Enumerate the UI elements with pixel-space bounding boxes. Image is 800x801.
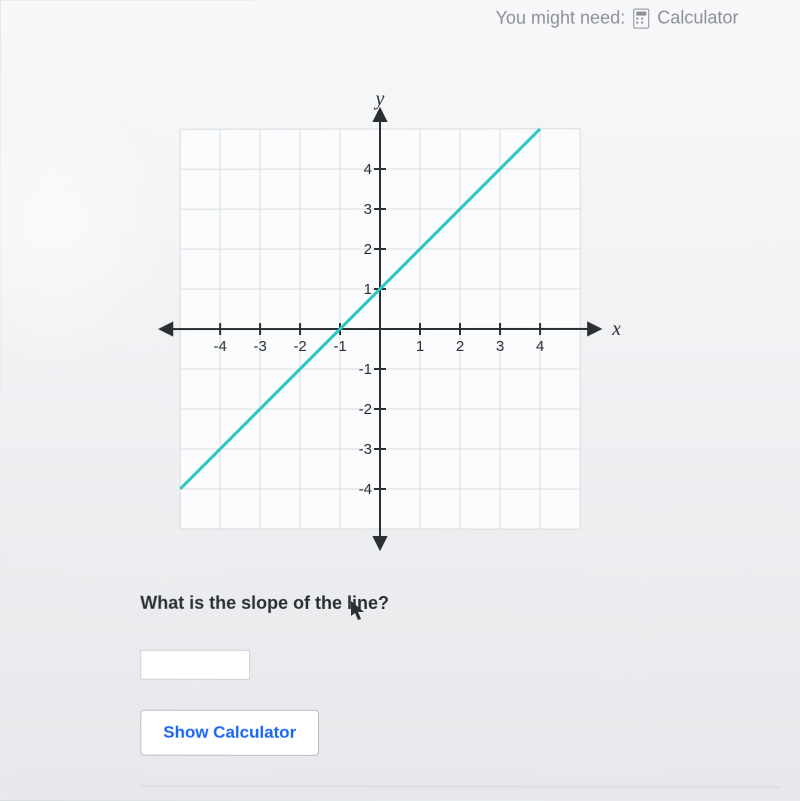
tick-y-neg1: -1 xyxy=(359,361,372,378)
tick-y-neg2: -2 xyxy=(359,401,372,418)
coordinate-graph: -4 -3 -2 -1 1 2 3 4 4 3 2 1 -1 -2 -3 -4 … xyxy=(140,89,620,569)
tick-x-4: 4 xyxy=(536,338,544,355)
exercise-panel: You might need: Calculator xyxy=(1,0,800,801)
tick-x-1: 1 xyxy=(416,338,424,355)
hint-tool-label: Calculator xyxy=(657,7,738,28)
axes xyxy=(160,109,600,549)
calculator-icon xyxy=(633,8,649,28)
answer-input[interactable] xyxy=(140,650,250,680)
tick-y-3: 3 xyxy=(364,201,372,218)
x-tick-labels: -4 -3 -2 -1 1 2 3 4 xyxy=(213,338,544,355)
tick-y-2: 2 xyxy=(364,241,372,258)
tick-y-1: 1 xyxy=(364,281,372,298)
tick-x-neg4: -4 xyxy=(213,338,226,355)
question-text: What is the slope of the line? xyxy=(140,593,768,615)
hint-prefix: You might need: xyxy=(496,8,626,29)
mouse-cursor-icon xyxy=(350,600,366,622)
graph-svg: -4 -3 -2 -1 1 2 3 4 4 3 2 1 -1 -2 -3 -4 … xyxy=(140,89,620,569)
tick-x-neg1: -1 xyxy=(333,338,346,355)
y-axis-label: y xyxy=(374,89,385,110)
tick-x-2: 2 xyxy=(456,338,464,355)
show-calculator-button[interactable]: Show Calculator xyxy=(140,710,319,756)
tick-y-4: 4 xyxy=(364,161,372,178)
plotted-line xyxy=(180,129,540,489)
tick-x-neg3: -3 xyxy=(253,338,266,355)
tick-y-neg3: -3 xyxy=(359,441,372,458)
x-axis-label: x xyxy=(611,318,620,340)
hint-row: You might need: Calculator xyxy=(120,7,768,29)
tick-y-neg4: -4 xyxy=(359,481,372,498)
tick-x-3: 3 xyxy=(496,338,504,355)
section-divider xyxy=(140,786,780,788)
tick-x-neg2: -2 xyxy=(293,338,306,355)
